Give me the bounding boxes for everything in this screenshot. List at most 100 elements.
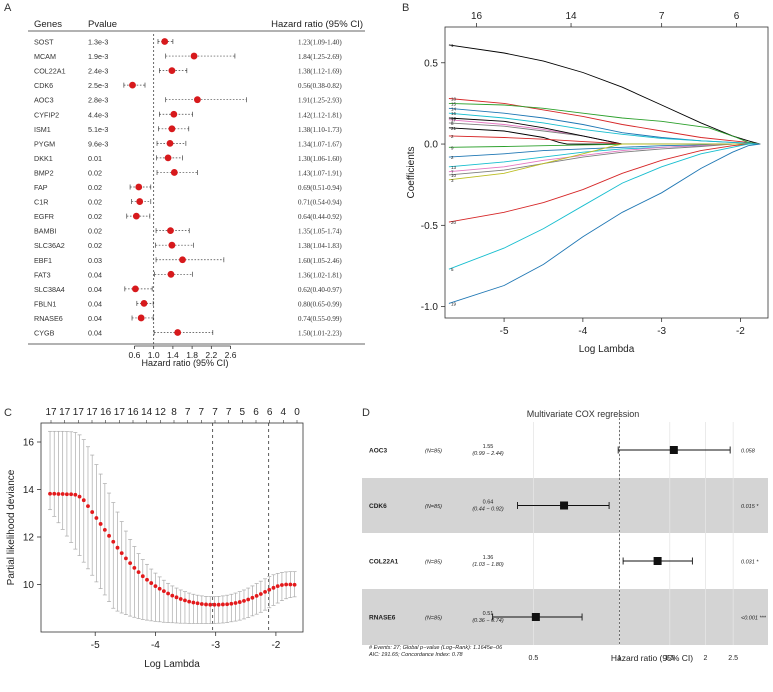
hr-point (168, 125, 176, 133)
hr-ci-text: 0.69(0.51-0.94) (298, 184, 342, 192)
pvalue-label: 2.8e-3 (88, 96, 108, 105)
hr-value: 1.36 (483, 555, 494, 561)
gene-label: FAP (34, 183, 48, 192)
hr-ci-text: 0.62(0.40-0.97) (298, 286, 342, 294)
top-tick-label: 6 (267, 407, 273, 418)
top-tick-label: 6 (734, 11, 740, 22)
hr-ci-text: 1.84(1.25-2.69) (298, 53, 342, 61)
y-tick-label: 12 (23, 533, 35, 544)
deviance-point (208, 602, 213, 607)
x-tick-label: -3 (211, 640, 220, 651)
coef-path (448, 122, 761, 145)
hr-point (135, 183, 143, 191)
x-axis-title: Log Lambda (144, 659, 200, 670)
gene-label: EBF1 (34, 256, 52, 265)
deviance-point (204, 602, 208, 607)
gene-label: AOC3 (34, 96, 54, 105)
hr-ci-text: 0.74(0.55-0.99) (298, 315, 342, 323)
gene-label: DKK1 (34, 154, 53, 163)
coef-path (448, 143, 761, 270)
deviance-point (250, 595, 255, 600)
coef-path (448, 143, 761, 168)
panel-label-a: A (4, 2, 12, 14)
deviance-point (128, 561, 133, 566)
hr-ci-text: 1.42(1.12-1.81) (298, 111, 342, 119)
deviance-point (69, 492, 74, 497)
deviance-point (48, 491, 52, 496)
top-tick-label: 16 (127, 407, 139, 418)
coef-path-label: 2 (451, 134, 454, 139)
top-tick-label: 16 (100, 407, 112, 418)
pvalue-label: 1.9e-3 (88, 52, 108, 61)
coef-path-label: 10 (451, 173, 457, 178)
hr-point (164, 154, 172, 162)
deviance-point (284, 582, 289, 587)
top-tick-label: 6 (253, 407, 259, 418)
pvalue-label: 0.01 (88, 154, 102, 163)
coef-path-label: 5 (451, 267, 454, 272)
deviance-point (64, 492, 69, 497)
n-label: (N=85) (425, 504, 442, 510)
pvalue-label: 0.02 (88, 212, 102, 221)
gene-label: BAMBI (34, 227, 56, 236)
x-axis-title: Hazard ratio (95% CI) (611, 653, 693, 663)
hr-ci-text: 1.38(1.12-1.69) (298, 68, 342, 76)
deviance-point (275, 584, 280, 589)
pvalue-label: 0.04 (88, 314, 102, 323)
x-tick-label: -2 (736, 326, 745, 337)
coef-path (448, 102, 761, 145)
hr-point (170, 169, 178, 176)
col-header-hazard-ratio: Hazard ratio (95% CI) (271, 19, 363, 30)
y-tick-label: 16 (23, 438, 35, 449)
gene-label: CYFIP2 (34, 110, 59, 119)
top-tick-label: 16 (471, 11, 483, 22)
pvalue-label: 9.6e-3 (88, 139, 108, 148)
gene-label: SLC36A2 (34, 241, 65, 250)
deviance-point (174, 595, 179, 600)
deviance-point (86, 504, 90, 509)
pvalue-label: <0.001 *** (741, 616, 767, 622)
hr-point (167, 227, 174, 235)
y-tick-label: 0.0 (424, 140, 438, 151)
coef-path (448, 143, 761, 223)
pvalue-label: 5.1e-3 (88, 125, 108, 134)
x-tick-label: 2.5 (728, 655, 738, 662)
deviance-point (271, 585, 276, 590)
hr-ci-text: 1.34(1.07-1.67) (298, 140, 342, 148)
hr-ci-text: 1.38(1.10-1.73) (298, 126, 342, 134)
ci-value: (0.99 − 2.44) (472, 451, 504, 457)
coef-path (448, 44, 761, 145)
hr-square (560, 501, 569, 510)
x-tick-label: -5 (91, 640, 100, 651)
col-header-pvalue: Pvalue (88, 19, 117, 30)
col-header-genes: Genes (34, 19, 62, 30)
x-axis-title: Log Lambda (579, 344, 635, 355)
hr-point (190, 52, 198, 60)
deviance-point (187, 599, 192, 604)
hr-ci-text: 0.71(0.54-0.94) (298, 199, 342, 207)
coef-path-label: 19 (451, 301, 457, 306)
pvalue-label: 0.02 (88, 241, 102, 250)
gene-label: RNASE6 (34, 314, 63, 323)
plot-frame (40, 422, 304, 633)
hr-ci-text: 0.56(0.38-0.82) (298, 82, 342, 90)
n-label: (N=85) (425, 616, 442, 622)
pvalue-label: 0.058 (741, 449, 756, 455)
top-tick-label: 7 (659, 11, 665, 22)
deviance-point (195, 601, 200, 606)
gene-label: RNASE6 (369, 615, 396, 622)
hr-ci-text: 1.43(1.07-1.91) (298, 169, 342, 177)
x-tick-label: -5 (500, 326, 509, 337)
coef-path-label: 3 (451, 178, 454, 183)
deviance-point (229, 601, 234, 606)
n-label: (N=85) (425, 449, 442, 455)
deviance-point (225, 602, 230, 607)
pvalue-label: 0.031 * (741, 560, 759, 566)
top-tick-label: 12 (155, 407, 167, 418)
top-tick-label: 0 (294, 407, 300, 418)
deviance-point (56, 492, 61, 496)
deviance-point (178, 597, 183, 601)
pvalue-label: 1.3e-3 (88, 38, 108, 47)
x-tick-label: -4 (151, 640, 160, 651)
